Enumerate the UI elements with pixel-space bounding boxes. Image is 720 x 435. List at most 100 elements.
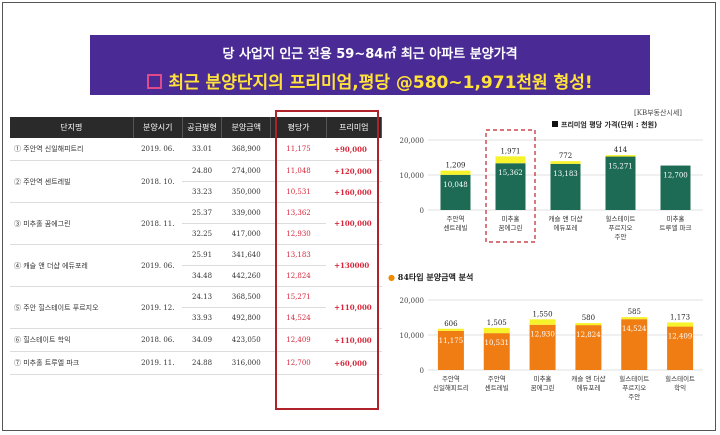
data-label-base: 15,362 xyxy=(498,169,523,177)
category-label: 주안역 xyxy=(447,214,465,223)
complex-name: ⑤ 주안 힐스테이트 푸르지오 xyxy=(10,286,134,329)
category-label: 캐슬 앤 더샵 xyxy=(571,374,605,383)
unit-price: 11,048 xyxy=(270,160,327,182)
supply-size: 33.23 xyxy=(182,181,222,203)
complex-name: ⑦ 미추홀 트루엘 파크 xyxy=(10,351,134,375)
y-tick-label: 10,000 xyxy=(400,332,425,340)
category-label: 꿈에그린 xyxy=(531,383,555,392)
category-label: 힐스테이트 xyxy=(619,374,649,383)
premium: +160,000 xyxy=(326,181,382,203)
banner-line2-wrap: 최근 분양단지의 프리미엄,평당 @580~1,971천원 형성! xyxy=(90,68,650,93)
premium: +110,000 xyxy=(326,328,382,352)
premium: +90,000 xyxy=(326,138,382,161)
sale-price: 341,640 xyxy=(221,244,271,266)
y-tick-label: 10,000 xyxy=(400,172,425,180)
bar-premium xyxy=(550,161,581,164)
data-label-base: 11,175 xyxy=(439,337,464,345)
bar-base xyxy=(621,319,648,370)
bar-base xyxy=(667,326,694,370)
bar-base xyxy=(550,163,581,210)
sale-price: 423,050 xyxy=(221,328,271,352)
category-label: 주안역 xyxy=(488,374,506,383)
bar-base xyxy=(495,163,526,210)
unit-price: 14,524 xyxy=(270,307,327,329)
bar-base xyxy=(440,174,471,210)
data-label-premium: 772 xyxy=(559,152,572,160)
data-label-base: 10,048 xyxy=(443,181,468,189)
bar-premium xyxy=(667,322,694,327)
table-row: 32.25 417,000 12,930 xyxy=(10,223,382,245)
sale-price: 339,000 xyxy=(221,202,271,224)
highlight-box xyxy=(275,110,379,410)
supply-size: 24.13 xyxy=(182,286,222,308)
category-label: 캐슬 앤 더샵 xyxy=(548,214,582,223)
y-tick-label: 20,000 xyxy=(400,137,425,145)
sale-date: 2019. 06. xyxy=(133,138,183,161)
col-header-date: 분양시기 xyxy=(133,117,183,138)
category-label: 에듀포레 xyxy=(576,383,600,392)
unit-price: 12,824 xyxy=(270,265,327,287)
sale-date: 2019. 12. xyxy=(133,286,183,329)
sale-price: 368,900 xyxy=(221,138,271,161)
category-label: 힐스테이트 xyxy=(606,214,636,223)
unit-price: 15,271 xyxy=(270,286,327,308)
complex-name: ② 주안역 센트레빌 xyxy=(10,160,134,203)
col-header-price: 분양금액 xyxy=(221,117,272,138)
complex-name: ③ 미추홀 꿈에그린 xyxy=(10,202,134,245)
category-label: 주안 xyxy=(615,232,627,241)
unit-price: 11,175 xyxy=(270,138,327,161)
table-row: ④ 캐슬 앤 더샵 에듀포레 2019. 06. 25.91 341,640 1… xyxy=(10,244,382,287)
bar-premium xyxy=(621,317,648,320)
supply-size: 33.01 xyxy=(182,138,222,161)
supply-size: 32.25 xyxy=(182,223,222,245)
premium: +100,000 xyxy=(326,202,382,245)
supply-size: 24.88 xyxy=(182,351,222,375)
supply-size: 34.09 xyxy=(182,328,222,352)
sale-price: 368,500 xyxy=(221,286,271,308)
sale-date: 2018. 10. xyxy=(133,160,183,203)
table-row: ① 주안역 신일해피트리 2019. 06. 33.01 368,900 11,… xyxy=(10,138,382,161)
col-header-premium: 프리미엄 xyxy=(326,117,383,138)
table-row: ⑤ 주안 힐스테이트 푸르지오 2019. 12. 24.13 368,500 … xyxy=(10,286,382,329)
table-row: 34.48 442,260 12,824 xyxy=(10,265,382,287)
bar-base xyxy=(529,324,556,370)
complex-name: ⑥ 힐스테이트 학익 xyxy=(10,328,134,352)
data-label-premium: 1,550 xyxy=(533,310,553,318)
col-header-unit-price: 평당가 xyxy=(270,117,327,138)
supply-size: 33.93 xyxy=(182,307,222,329)
unit-price: 12,700 xyxy=(270,351,327,375)
data-label-base: 12,409 xyxy=(668,333,693,341)
premium: +60,000 xyxy=(326,351,382,375)
category-label: 센트레빌 xyxy=(485,383,509,392)
category-label: 학익 xyxy=(674,383,686,392)
headline-banner: 당 사업지 인근 전용 59~84㎡ 최근 아파트 분양가격 최근 분양단지의 … xyxy=(90,35,650,95)
data-label-premium: 1,173 xyxy=(670,313,690,321)
premium: +120,000 xyxy=(326,160,382,182)
price-table: 단지명 분양시기 공급평형 분양금액 평당가 프리미엄 ① 주안역 신일해피트리… xyxy=(10,117,383,375)
table-row: 33.23 350,000 10,531 +160,000 xyxy=(10,181,382,203)
supply-size: 34.48 xyxy=(182,265,222,287)
data-label-premium: 1,505 xyxy=(487,319,507,327)
category-label: 트루엘 파크 xyxy=(660,223,692,232)
data-label-premium: 585 xyxy=(628,308,641,316)
data-label-base: 14,524 xyxy=(622,325,647,333)
supply-size: 25.37 xyxy=(182,202,222,224)
unit-price: 10,531 xyxy=(270,181,327,203)
data-label-premium: 1,971 xyxy=(500,147,520,155)
category-label: 미추홀 xyxy=(667,214,685,223)
y-tick-label: 0 xyxy=(420,367,424,375)
category-label: 센트레빌 xyxy=(444,223,468,232)
data-label-premium: 414 xyxy=(614,146,628,154)
category-label: 꿈에그린 xyxy=(499,223,523,232)
bar-base xyxy=(437,330,464,370)
checkbox-icon xyxy=(147,74,163,89)
premium: +110,000 xyxy=(326,286,382,329)
section-title: ● 84타입 분양금액 분석 xyxy=(388,272,474,282)
table-header-row: 단지명 분양시기 공급평형 분양금액 평당가 프리미엄 xyxy=(10,117,383,138)
premium: +130000 xyxy=(326,244,382,287)
sale-price: 350,000 xyxy=(221,181,271,203)
data-label-premium: 606 xyxy=(444,320,458,328)
bar-base xyxy=(575,325,602,370)
bar-premium xyxy=(605,155,636,157)
